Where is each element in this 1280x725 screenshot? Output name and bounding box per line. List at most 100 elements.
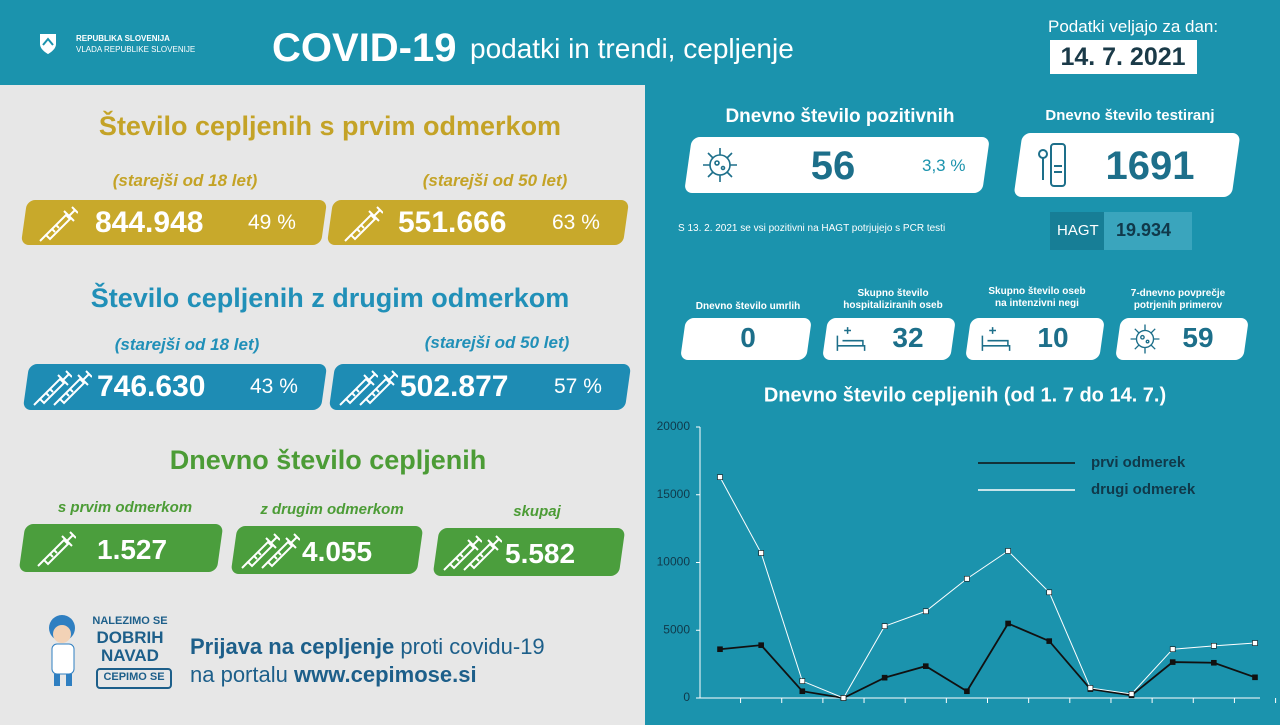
virus-icon (700, 145, 740, 185)
syringe-icon (38, 203, 78, 243)
point (1252, 674, 1258, 681)
syringe-icon (260, 530, 300, 570)
card-value: 1691 (1105, 144, 1195, 188)
syringe-icon (462, 532, 502, 572)
series-line (719, 476, 1256, 699)
group-label: (starejši od 18 let) (114, 335, 260, 354)
date: 14. 7. 2021 (1060, 43, 1186, 71)
logo-text: CEPIMO SE (103, 671, 165, 683)
daily-label: s prvim odmerkom (57, 499, 193, 516)
chart-title: Dnevno število cepljenih (od 1. 7 do 14.… (764, 384, 1166, 406)
point (1046, 638, 1053, 644)
coat-of-arms (40, 34, 56, 54)
group-label: (starejši od 50 let) (422, 171, 568, 190)
stat-label: Dnevno število umrlih (695, 301, 801, 312)
y-tick-label: 15000 (657, 487, 691, 501)
value: 1.527 (97, 534, 168, 565)
percent: 57 % (554, 375, 602, 398)
y-tick-label: 20000 (657, 419, 691, 433)
stat-value: 59 (1182, 322, 1214, 353)
heading: Dnevno število cepljenih (169, 445, 487, 475)
point (1087, 685, 1094, 691)
value: 844.948 (95, 206, 204, 239)
point (758, 642, 764, 648)
hagt-value: 19.934 (1116, 220, 1172, 240)
chart: Dnevno število cepljenih (od 1. 7 do 14.… (657, 384, 1277, 704)
point (1128, 691, 1135, 697)
test-icon (1038, 143, 1066, 187)
daily-label: skupaj (513, 503, 561, 520)
value: 551.666 (398, 206, 507, 239)
stat-value: 0 (740, 322, 756, 353)
point (1169, 646, 1176, 653)
logo-text: NALEZIMO SE (92, 615, 168, 627)
card-title: Dnevno število testiranj (1045, 107, 1215, 124)
series-line (719, 622, 1256, 699)
stat-label: potrjenih primerov (1133, 300, 1223, 311)
card-value: 56 (810, 144, 856, 188)
point (1211, 643, 1217, 649)
point (840, 695, 847, 701)
point (1211, 659, 1217, 666)
logo-text: DOBRIH (96, 628, 164, 647)
subtitle: podatki in trendi, cepljenje (470, 33, 794, 64)
syringe-icon (36, 528, 76, 568)
point (922, 663, 929, 669)
gov-line: VLADA REPUBLIKE SLOVENIJE (76, 45, 196, 54)
daily-label: z drugim odmerkom (260, 501, 404, 518)
point (964, 688, 970, 695)
stat-label: Skupno število oseb (988, 286, 1086, 297)
point (1169, 659, 1176, 665)
point (964, 575, 970, 582)
syringe-icon (343, 203, 383, 243)
promo-text: na portalu (190, 662, 288, 687)
y-tick-label: 5000 (663, 622, 690, 636)
date-box (1050, 40, 1197, 74)
card-title: Dnevno število pozitivnih (725, 106, 955, 127)
stat-label: na intenzivni negi (995, 298, 1079, 309)
point (881, 674, 888, 681)
date-label: Podatki veljajo za dan: (1048, 17, 1219, 36)
percent: 63 % (552, 211, 600, 234)
bed-icon (979, 322, 1013, 356)
value: 5.582 (505, 538, 576, 569)
promo-text: proti covidu-19 (400, 634, 545, 659)
note: S 13. 2. 2021 se vsi pozitivni na HAGT p… (678, 223, 946, 234)
card-percent: 3,3 % (922, 156, 966, 175)
hagt-value-box (1104, 212, 1192, 250)
legend-label: prvi odmerek (1091, 454, 1186, 471)
gov-line: REPUBLIKA SLOVENIJA (76, 34, 170, 43)
group-label: (starejši od 18 let) (112, 171, 258, 190)
stat-value: 10 (1037, 322, 1069, 353)
point (799, 678, 806, 684)
promo-line: Prijava na cepljenje proti covidu-19 (190, 636, 545, 658)
title: COVID-19 (272, 26, 457, 70)
percent: 49 % (248, 211, 296, 234)
point (1005, 548, 1011, 554)
mascot (49, 615, 75, 686)
virus-icon (1128, 322, 1162, 356)
y-tick-label: 10000 (657, 555, 691, 569)
heading: Število cepljenih s prvim odmerkom (98, 111, 562, 141)
stat-label: hospitaliziranih oseb (843, 300, 943, 311)
point (799, 688, 806, 695)
point (922, 608, 929, 615)
promo-bold: Prijava na cepljenje (190, 634, 395, 659)
point (1252, 640, 1258, 646)
point (717, 474, 723, 480)
value: 502.877 (400, 370, 509, 403)
hagt-label: HAGT (1057, 222, 1099, 239)
stat-value: 32 (892, 322, 924, 353)
point (758, 550, 764, 556)
syringe-icon (52, 367, 92, 407)
value: 746.630 (97, 370, 206, 403)
legend-label: drugi odmerek (1091, 481, 1196, 498)
point (717, 646, 723, 653)
syringe-icon (358, 367, 398, 407)
point (881, 623, 888, 629)
stat-label: 7-dnevno povprečje (1130, 288, 1226, 299)
logo-text: NAVAD (101, 646, 159, 665)
point (1046, 589, 1053, 596)
promo-line: na portalu www.cepimose.si (190, 664, 477, 686)
